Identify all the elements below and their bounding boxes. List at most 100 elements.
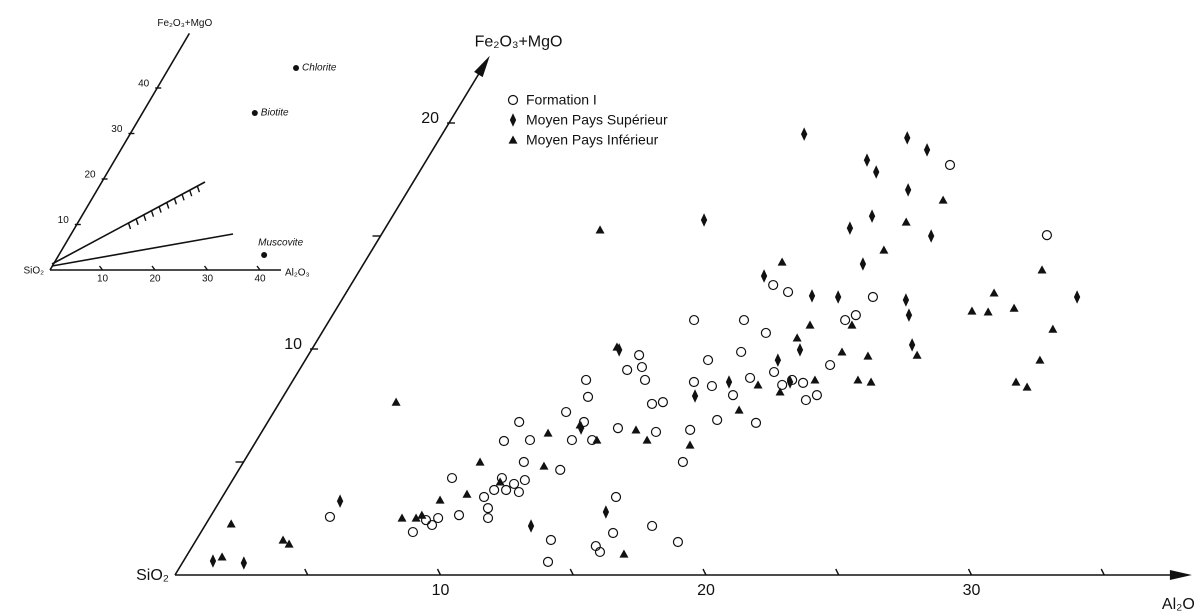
point (774, 353, 782, 367)
hatch-tick (158, 206, 162, 213)
x-axis-label: Al₂O₃ (1162, 596, 1195, 613)
point (1048, 324, 1058, 333)
point (634, 350, 645, 361)
point (677, 456, 689, 468)
point (847, 320, 857, 329)
y-axis-arrow (474, 55, 490, 78)
point (736, 346, 747, 358)
point (1035, 355, 1045, 364)
point-label: Biotite (261, 108, 289, 119)
point (527, 519, 535, 533)
point (462, 489, 472, 498)
y-tick-label: 10 (58, 215, 70, 226)
point-label: Muscovite (258, 238, 303, 249)
point (475, 457, 485, 466)
point (539, 461, 549, 470)
point (904, 183, 912, 197)
point (566, 434, 578, 446)
point (904, 131, 911, 145)
point (868, 209, 876, 223)
point (810, 375, 820, 384)
point (507, 94, 519, 106)
point (797, 377, 809, 388)
point (750, 417, 762, 429)
point (612, 423, 624, 434)
point (944, 159, 956, 171)
point (801, 127, 808, 141)
point (555, 464, 566, 476)
y-axis-label: Fe₂O₃+MgO (475, 33, 563, 50)
point (433, 512, 444, 524)
point (706, 380, 718, 392)
point (691, 389, 699, 403)
point (453, 510, 465, 521)
point (1037, 265, 1047, 274)
point (712, 414, 723, 426)
point (672, 536, 684, 548)
point (622, 364, 633, 376)
point (417, 510, 427, 519)
point (500, 484, 512, 496)
point (542, 556, 554, 567)
x-tick-label: 20 (149, 274, 161, 285)
y-tick-label: 30 (111, 124, 123, 135)
x-minor-tick (1100, 568, 1105, 576)
y-tick-label: 10 (284, 336, 302, 353)
x-tick-label: 30 (202, 274, 214, 285)
point (744, 372, 756, 384)
point (251, 110, 258, 117)
x-tick (702, 568, 707, 576)
point (594, 546, 606, 558)
hatch-tick (143, 214, 147, 222)
point (612, 342, 622, 351)
point (912, 350, 922, 359)
x-axis-label: Al₂O₃ (285, 268, 310, 279)
point (336, 494, 344, 508)
point (846, 221, 854, 235)
y-axis (174, 63, 486, 576)
point (808, 289, 816, 303)
point (575, 420, 585, 429)
point (240, 556, 248, 570)
point (873, 165, 880, 179)
point (592, 435, 602, 444)
point (508, 478, 520, 490)
y-axis-label: Fe₂O₃+MgO (157, 18, 212, 29)
point (619, 549, 629, 558)
point (768, 279, 779, 291)
point (837, 347, 847, 356)
point (879, 245, 889, 254)
y-tick-label: 20 (421, 110, 439, 127)
point (495, 477, 505, 486)
point (261, 251, 268, 258)
point (420, 514, 432, 526)
point (650, 426, 662, 438)
x-tick (151, 265, 156, 271)
x-tick (98, 265, 104, 271)
point (840, 314, 851, 326)
hatching (127, 185, 201, 230)
point (777, 379, 788, 391)
point (787, 374, 798, 386)
point (777, 257, 787, 266)
point (927, 229, 935, 243)
point (509, 113, 517, 127)
point (582, 391, 594, 403)
x-tick-label: 40 (254, 274, 266, 285)
point (811, 390, 823, 401)
y-axis (49, 32, 191, 271)
point (685, 440, 695, 449)
point (859, 257, 867, 271)
point (796, 343, 804, 357)
point (775, 387, 785, 396)
point (792, 333, 802, 342)
point (734, 405, 744, 414)
hatch-tick (181, 194, 185, 201)
hatch-tick (135, 218, 139, 226)
point (397, 513, 407, 522)
point (1041, 229, 1053, 241)
point (989, 288, 999, 297)
x-tick (256, 265, 261, 271)
point (901, 217, 911, 226)
x-tick-label: 30 (963, 582, 981, 599)
